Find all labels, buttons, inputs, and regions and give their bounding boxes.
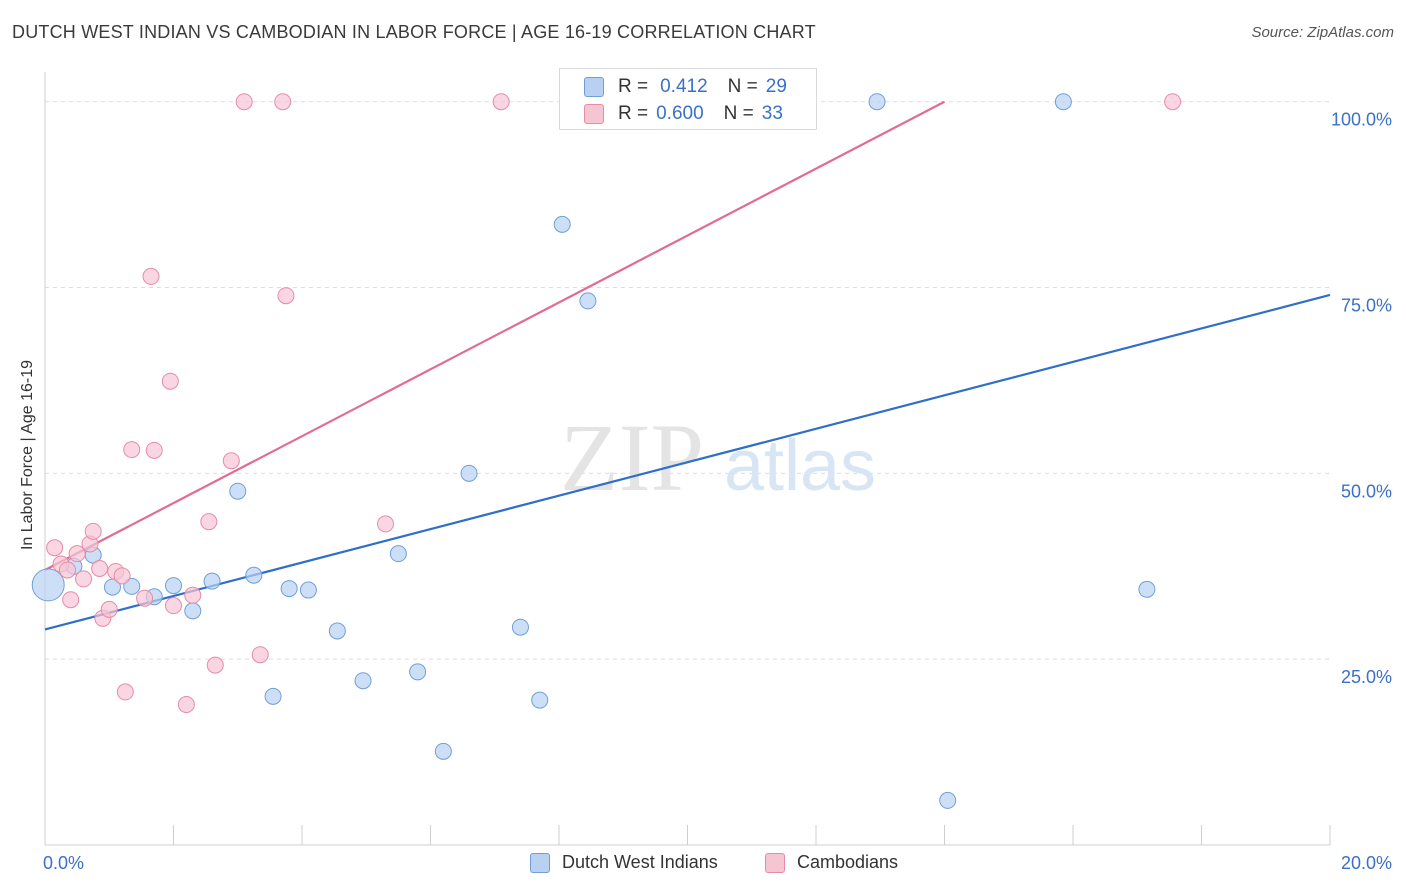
point-dutch-west-indian (184, 602, 202, 620)
correlation-legend: R = 0.412 N = 29 R = 0.600 N = 33 (559, 68, 817, 130)
point-cambodian (274, 93, 292, 111)
legend-swatch-pink (584, 104, 604, 124)
y-axis-title: In Labor Force | Age 16-19 (19, 359, 36, 551)
point-cambodian (145, 441, 163, 459)
point-cambodian (184, 586, 202, 604)
legend-n-label: N = (727, 76, 758, 97)
point-dutch-west-indian (553, 215, 571, 233)
point-dutch-west-indian (299, 581, 317, 599)
point-dutch-west-indian (31, 568, 65, 602)
point-cambodian (62, 591, 80, 609)
series-legend-dutch-west-indians: Dutch West Indians (530, 852, 718, 873)
legend-r-label: R = (618, 76, 649, 97)
point-dutch-west-indian (264, 687, 282, 705)
point-dutch-west-indian (1138, 580, 1156, 598)
y-tick-label: 100.0% (1331, 110, 1392, 130)
point-dutch-west-indian (354, 672, 372, 690)
data-points (31, 93, 1182, 809)
point-cambodian (100, 600, 118, 618)
point-dutch-west-indian (1054, 93, 1072, 111)
point-cambodian (165, 597, 182, 615)
legend-r-value: 0.412 (660, 76, 708, 97)
point-cambodian (123, 441, 141, 459)
watermark-atlas: atlas (724, 426, 876, 506)
point-dutch-west-indian (280, 580, 298, 598)
trend-line-cambodians (44, 100, 946, 571)
legend-n-value: 29 (765, 76, 787, 97)
point-cambodian (84, 522, 102, 540)
point-dutch-west-indian (511, 618, 529, 636)
series-name: Dutch West Indians (562, 852, 718, 872)
point-cambodian (91, 560, 109, 578)
y-tick-label: 50.0% (1341, 481, 1392, 501)
point-cambodian (200, 513, 218, 531)
point-cambodian (58, 561, 76, 579)
point-cambodian (206, 656, 224, 674)
point-cambodian (113, 567, 131, 585)
axes (44, 72, 1331, 846)
y-tick-label: 75.0% (1341, 296, 1392, 316)
point-cambodian (251, 646, 269, 664)
point-dutch-west-indian (434, 742, 452, 760)
point-dutch-west-indian (328, 622, 346, 640)
legend-r-label: R = (618, 103, 649, 124)
legend-row-dutch-west-indians: R = 0.412 N = 29 (584, 75, 787, 99)
source-label: Source: ZipAtlas.com (1251, 24, 1394, 41)
point-cambodian (235, 93, 253, 111)
point-dutch-west-indian (460, 464, 478, 482)
point-dutch-west-indian (165, 577, 182, 595)
point-cambodian (377, 515, 395, 533)
y-tick-label: 25.0% (1341, 667, 1392, 687)
point-dutch-west-indian (389, 545, 407, 563)
point-cambodian (75, 570, 93, 588)
legend-swatch-blue (584, 77, 604, 97)
point-cambodian (46, 539, 64, 557)
tick-labels: 25.0% 50.0% 75.0% 100.0% 0.0% 20.0% (43, 110, 1392, 873)
point-dutch-west-indian (531, 691, 549, 709)
point-cambodian (222, 452, 240, 470)
series-name: Cambodians (797, 852, 899, 872)
x-tick-label: 20.0% (1341, 853, 1392, 873)
series-swatch-blue (530, 852, 550, 873)
point-cambodian (161, 372, 179, 390)
chart-title: DUTCH WEST INDIAN VS CAMBODIAN IN LABOR … (12, 22, 816, 42)
point-cambodian (136, 589, 154, 607)
point-cambodian (1164, 93, 1182, 111)
trend-lines (44, 100, 1331, 631)
point-dutch-west-indian (229, 482, 247, 500)
gridlines (45, 101, 1330, 660)
watermark-zip: ZIP (560, 404, 704, 511)
point-cambodian (68, 545, 86, 563)
point-dutch-west-indian (203, 572, 221, 590)
point-dutch-west-indian (868, 93, 886, 111)
point-cambodian (277, 287, 295, 305)
series-swatch-pink (765, 852, 785, 873)
point-dutch-west-indian (939, 791, 957, 809)
legend-n-label: N = (723, 103, 754, 124)
point-cambodian (177, 696, 195, 714)
point-dutch-west-indian (123, 577, 141, 595)
point-dutch-west-indian (409, 663, 427, 681)
legend-n-value: 33 (761, 103, 783, 124)
point-dutch-west-indian (245, 566, 263, 584)
legend-row-cambodians: R = 0.600 N = 33 (584, 102, 783, 126)
x-tick-label: 0.0% (43, 853, 84, 873)
point-cambodian (142, 267, 160, 285)
legend-r-value: 0.600 (656, 103, 704, 124)
point-cambodian (492, 93, 510, 111)
series-legend-cambodians: Cambodians (765, 852, 898, 873)
point-dutch-west-indian (579, 292, 597, 310)
point-cambodian (116, 683, 134, 701)
